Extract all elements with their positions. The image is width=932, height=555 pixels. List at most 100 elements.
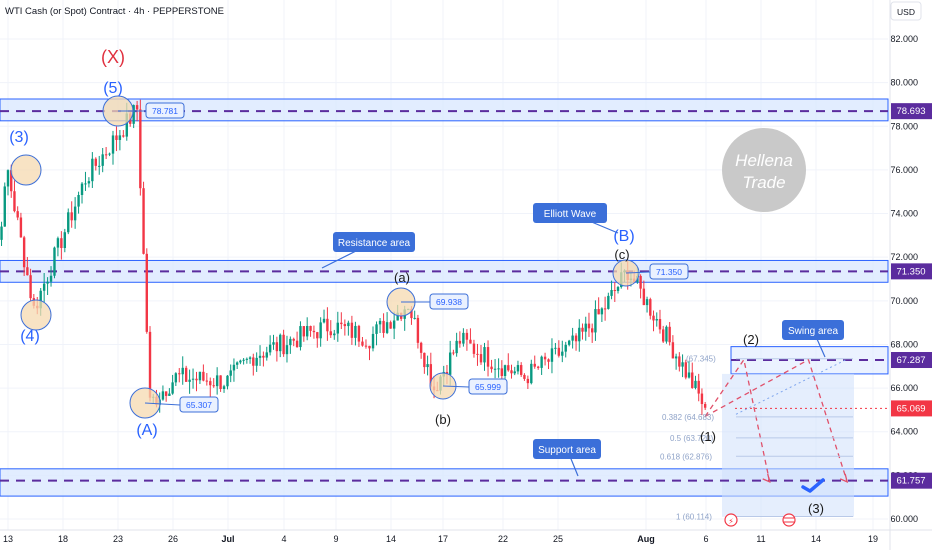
candle xyxy=(252,353,255,376)
wave-label: (A) xyxy=(136,422,157,439)
price-tick-label: 78.000 xyxy=(890,121,918,131)
time-tick-label: 23 xyxy=(113,534,123,544)
candle-body xyxy=(567,340,571,345)
projection-arrowhead xyxy=(839,473,849,484)
candle xyxy=(316,331,319,348)
candle-body xyxy=(16,211,19,218)
candle-body xyxy=(10,170,13,192)
candle xyxy=(275,336,279,362)
candle xyxy=(326,307,329,341)
candle-body xyxy=(164,391,168,396)
candle-body xyxy=(212,385,215,387)
candle xyxy=(26,257,29,276)
candle-body xyxy=(607,295,610,309)
price-tag-leader xyxy=(442,385,470,388)
candle xyxy=(132,104,135,129)
candle-body xyxy=(142,188,145,254)
candle-body xyxy=(703,404,707,408)
candle xyxy=(212,378,215,388)
candle xyxy=(184,365,188,382)
candle-body xyxy=(354,325,357,338)
time-tick-label: Jul xyxy=(221,534,234,544)
candle xyxy=(343,319,347,336)
candle xyxy=(567,339,571,347)
price-badge xyxy=(891,400,932,417)
candle-body xyxy=(590,328,594,333)
candle xyxy=(465,329,469,351)
candle xyxy=(483,342,486,371)
candle xyxy=(671,335,675,359)
candle-body xyxy=(232,364,236,371)
time-tick-label: 6 xyxy=(703,534,708,544)
candle-body xyxy=(357,325,361,342)
candle xyxy=(94,157,97,171)
candle-body xyxy=(181,367,184,375)
candle-body xyxy=(550,348,554,362)
candle-body xyxy=(503,365,507,376)
callout-text: Support area xyxy=(538,445,596,456)
fib-label: (67.345) xyxy=(686,355,716,364)
price-badge-label: 65.069 xyxy=(896,403,925,414)
watermark-badge xyxy=(722,128,806,212)
candle xyxy=(658,309,662,334)
candle xyxy=(516,360,520,375)
time-tick-label: 9 xyxy=(333,534,338,544)
candle-body xyxy=(132,105,135,124)
candle xyxy=(63,228,67,253)
candle xyxy=(245,357,249,364)
candle xyxy=(16,206,19,221)
candle-body xyxy=(649,299,652,316)
candle-body xyxy=(416,317,420,343)
candle xyxy=(536,365,540,370)
candle xyxy=(594,300,597,341)
candle-body xyxy=(56,238,60,248)
candle-body xyxy=(229,370,232,376)
candle xyxy=(662,325,665,344)
candle-body xyxy=(642,288,646,306)
candle-body xyxy=(248,357,252,359)
price-tick-label: 64.000 xyxy=(890,427,918,437)
wave-label: (3) xyxy=(9,129,29,146)
candle-body xyxy=(523,374,526,379)
candle xyxy=(289,336,292,354)
candle xyxy=(3,182,6,227)
price-badge xyxy=(891,352,932,369)
candle-body xyxy=(49,275,53,282)
candle xyxy=(350,315,354,345)
candle xyxy=(60,231,63,260)
candle xyxy=(202,364,205,382)
candle-body xyxy=(255,357,258,366)
candle xyxy=(550,338,554,374)
time-tick-label: 26 xyxy=(168,534,178,544)
candle-body xyxy=(118,135,122,140)
price-badge xyxy=(891,263,932,280)
candle-body xyxy=(448,352,452,375)
candle-body xyxy=(145,253,148,332)
candle xyxy=(497,358,500,378)
candle xyxy=(455,332,458,357)
candle-body xyxy=(493,368,497,370)
candle xyxy=(694,375,697,390)
candle-body xyxy=(22,237,26,268)
candle-body xyxy=(77,194,80,207)
candle-body xyxy=(594,309,597,333)
time-axis-bg xyxy=(0,530,888,550)
candle xyxy=(329,320,332,338)
candle xyxy=(222,384,226,393)
price-tag-box xyxy=(179,396,219,413)
candle-body xyxy=(319,322,322,339)
candle xyxy=(53,246,56,279)
price-badge-label: 71.350 xyxy=(896,266,925,277)
candle xyxy=(554,342,557,355)
candle xyxy=(700,388,704,416)
candle-body xyxy=(3,186,6,227)
candle xyxy=(472,339,476,358)
candle xyxy=(285,335,289,363)
candle-body xyxy=(305,325,309,337)
candle-body xyxy=(73,206,77,221)
candle-body xyxy=(483,347,486,363)
price-tick-label: 82.000 xyxy=(890,34,918,44)
candle-body xyxy=(98,165,101,167)
candle-body xyxy=(547,359,550,362)
